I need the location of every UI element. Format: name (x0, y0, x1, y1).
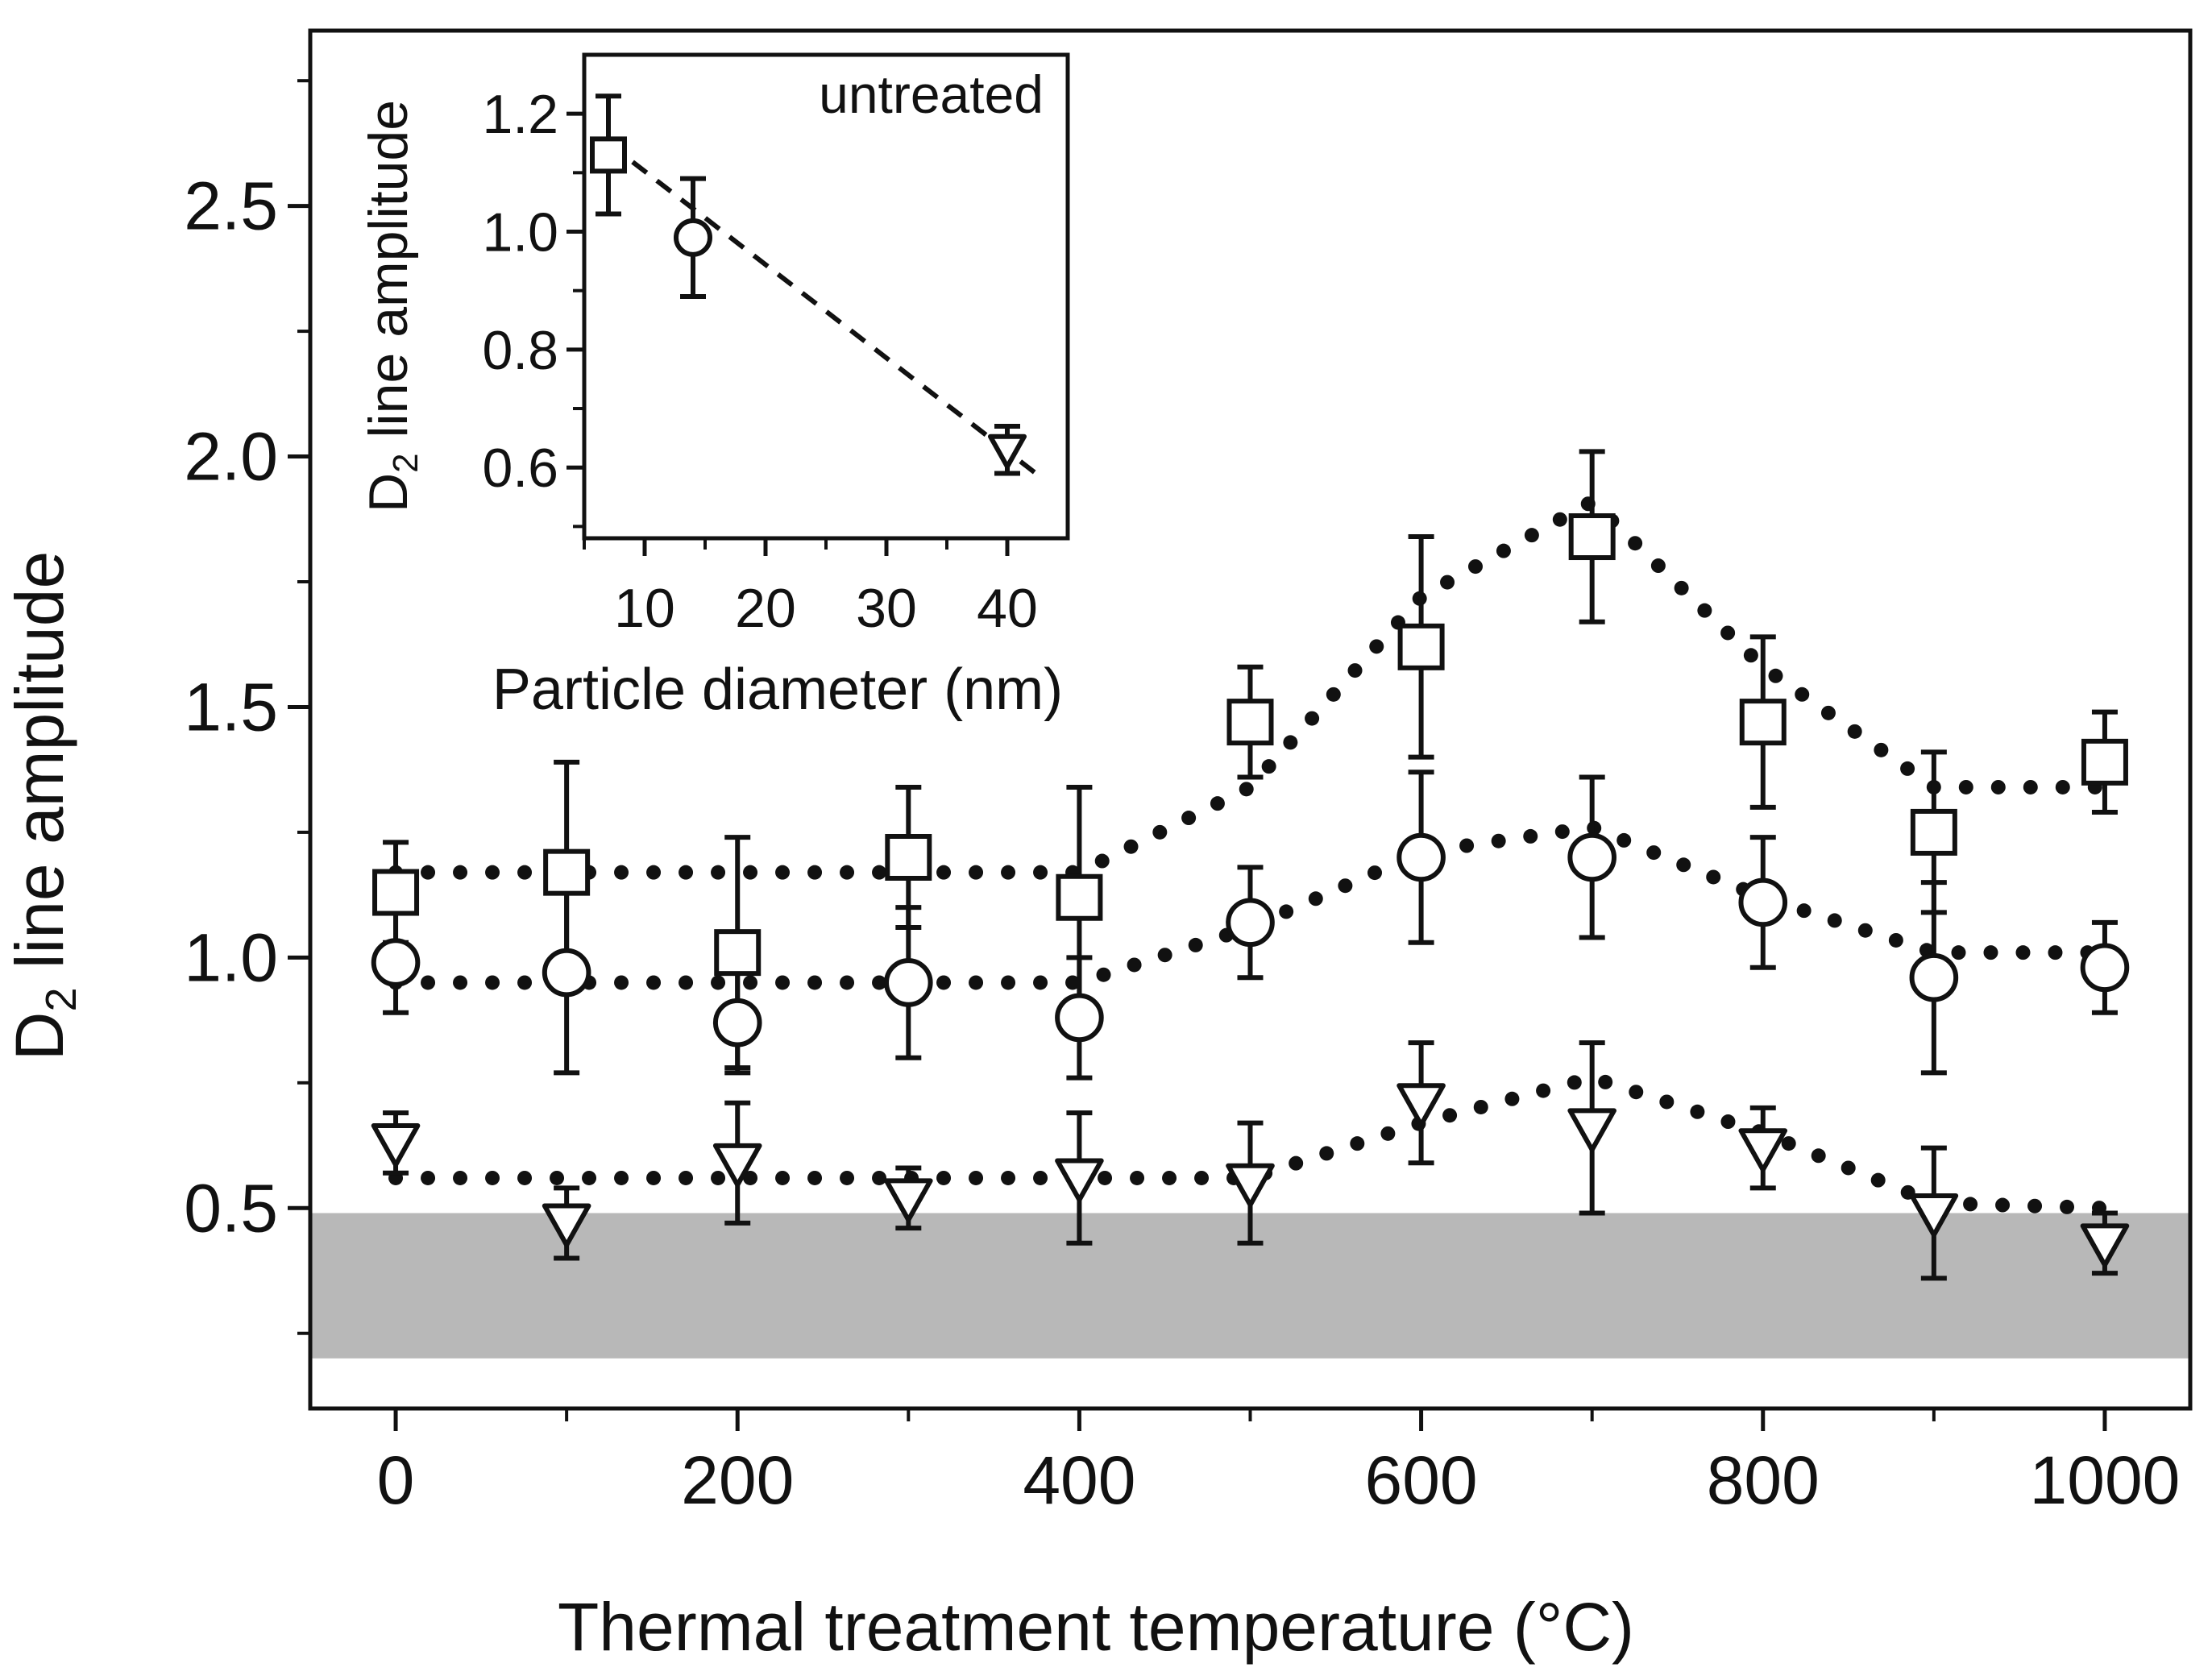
data-point-circles (1397, 832, 1446, 882)
main-y-tick-label: 1.0 (184, 919, 278, 995)
inset-data-point-triangle-down (988, 434, 1027, 470)
data-point-circles (884, 958, 933, 1007)
main-y-tick-label: 0.5 (184, 1170, 278, 1246)
data-point-circles (712, 998, 762, 1048)
main-x-tick-label: 600 (1365, 1442, 1478, 1518)
data-point-circles (2080, 943, 2130, 993)
inset-y-tick-label: 1.2 (482, 84, 558, 145)
data-point-triangles (1397, 1083, 1446, 1127)
data-point-circles (1909, 952, 1959, 1002)
main-x-tick-label: 200 (681, 1442, 794, 1518)
main-x-tick-label: 1000 (2030, 1442, 2181, 1518)
inset-background (584, 55, 1068, 538)
inset-y-label-main: D (358, 473, 419, 512)
data-point-squares (1739, 699, 1787, 746)
inset-plot: 10 20 30 40 0.6 0.8 1.0 1.2 untreated Particle… (358, 52, 1070, 722)
main-x-axis-label: Thermal treatment temperature (°C) (558, 1589, 1634, 1665)
data-point-circles (1738, 877, 1788, 927)
data-point-squares (885, 834, 932, 881)
data-point-circles (1055, 993, 1104, 1043)
data-point-circles (542, 948, 591, 998)
data-point-squares (1397, 623, 1445, 670)
inset-x-tick-label: 40 (977, 578, 1038, 639)
inset-x-ticks: 10 20 30 40 (583, 538, 1038, 639)
main-y-tick-label: 1.5 (184, 669, 278, 745)
data-point-triangles (1055, 1158, 1104, 1203)
main-y-label-subscript: 2 (37, 987, 85, 1011)
data-point-triangles (1909, 1193, 1959, 1238)
data-point-triangles (371, 1122, 421, 1168)
data-point-squares (1226, 699, 1274, 746)
main-y-ticks: 0.5 1.0 1.5 2.0 2.5 (184, 79, 310, 1335)
data-point-squares (1056, 873, 1103, 921)
inset-markers (590, 136, 1027, 470)
data-point-circles (1226, 898, 1275, 948)
data-point-squares (2081, 738, 2128, 786)
inset-x-tick-label: 30 (856, 578, 917, 639)
inset-y-ticks: 0.6 0.8 1.0 1.2 (482, 84, 584, 529)
inset-x-tick-label: 20 (735, 578, 796, 639)
main-x-ticks: 0 200 400 600 800 1000 (377, 1408, 2181, 1518)
inset-data-point-circle (674, 218, 712, 257)
main-y-axis-label: D2 line amplitude (2, 551, 85, 1060)
data-point-triangles (884, 1178, 933, 1223)
main-x-tick-label: 0 (377, 1442, 415, 1518)
main-plot: 0 200 400 600 800 1000 0.5 1.0 1.5 2.0 2.5 Therma… (2, 28, 2193, 1665)
main-y-tick-label: 2.5 (184, 168, 278, 244)
data-point-triangles (1567, 1108, 1616, 1152)
data-point-triangles (712, 1143, 762, 1188)
data-point-squares (714, 929, 762, 977)
trend-line-circles (388, 819, 2112, 990)
data-point-squares (1568, 513, 1616, 561)
main-y-label-rest: line amplitude (2, 551, 77, 988)
inset-annotation: untreated (819, 64, 1044, 124)
data-point-triangles (2080, 1223, 2130, 1267)
data-point-squares (1910, 808, 1957, 856)
inset-y-tick-label: 1.0 (482, 202, 558, 263)
main-x-tick-label: 400 (1023, 1442, 1135, 1518)
trend-line-squares (388, 492, 2112, 880)
data-point-squares (372, 869, 420, 916)
inset-x-axis-label: Particle diameter (nm) (492, 658, 1063, 722)
inset-y-tick-label: 0.6 (482, 438, 558, 499)
inset-y-label-rest: line amplitude (358, 100, 419, 453)
main-y-label-main: D (2, 1012, 77, 1061)
data-point-triangles (1738, 1128, 1788, 1172)
data-point-squares (543, 848, 591, 896)
data-point-triangles (1226, 1163, 1275, 1208)
data-point-circles (1567, 832, 1616, 882)
main-markers (371, 513, 2130, 1267)
data-point-triangles (542, 1203, 591, 1248)
data-point-circles (371, 938, 421, 987)
main-y-tick-label: 2.0 (184, 419, 278, 495)
inset-y-tick-label: 0.8 (482, 320, 558, 381)
main-x-tick-label: 800 (1707, 1442, 1820, 1518)
inset-y-axis-label: D2 line amplitude (358, 100, 425, 512)
inset-data-point-square (590, 136, 627, 174)
inset-x-tick-label: 10 (614, 578, 675, 639)
inset-y-label-subscript: 2 (386, 453, 425, 472)
